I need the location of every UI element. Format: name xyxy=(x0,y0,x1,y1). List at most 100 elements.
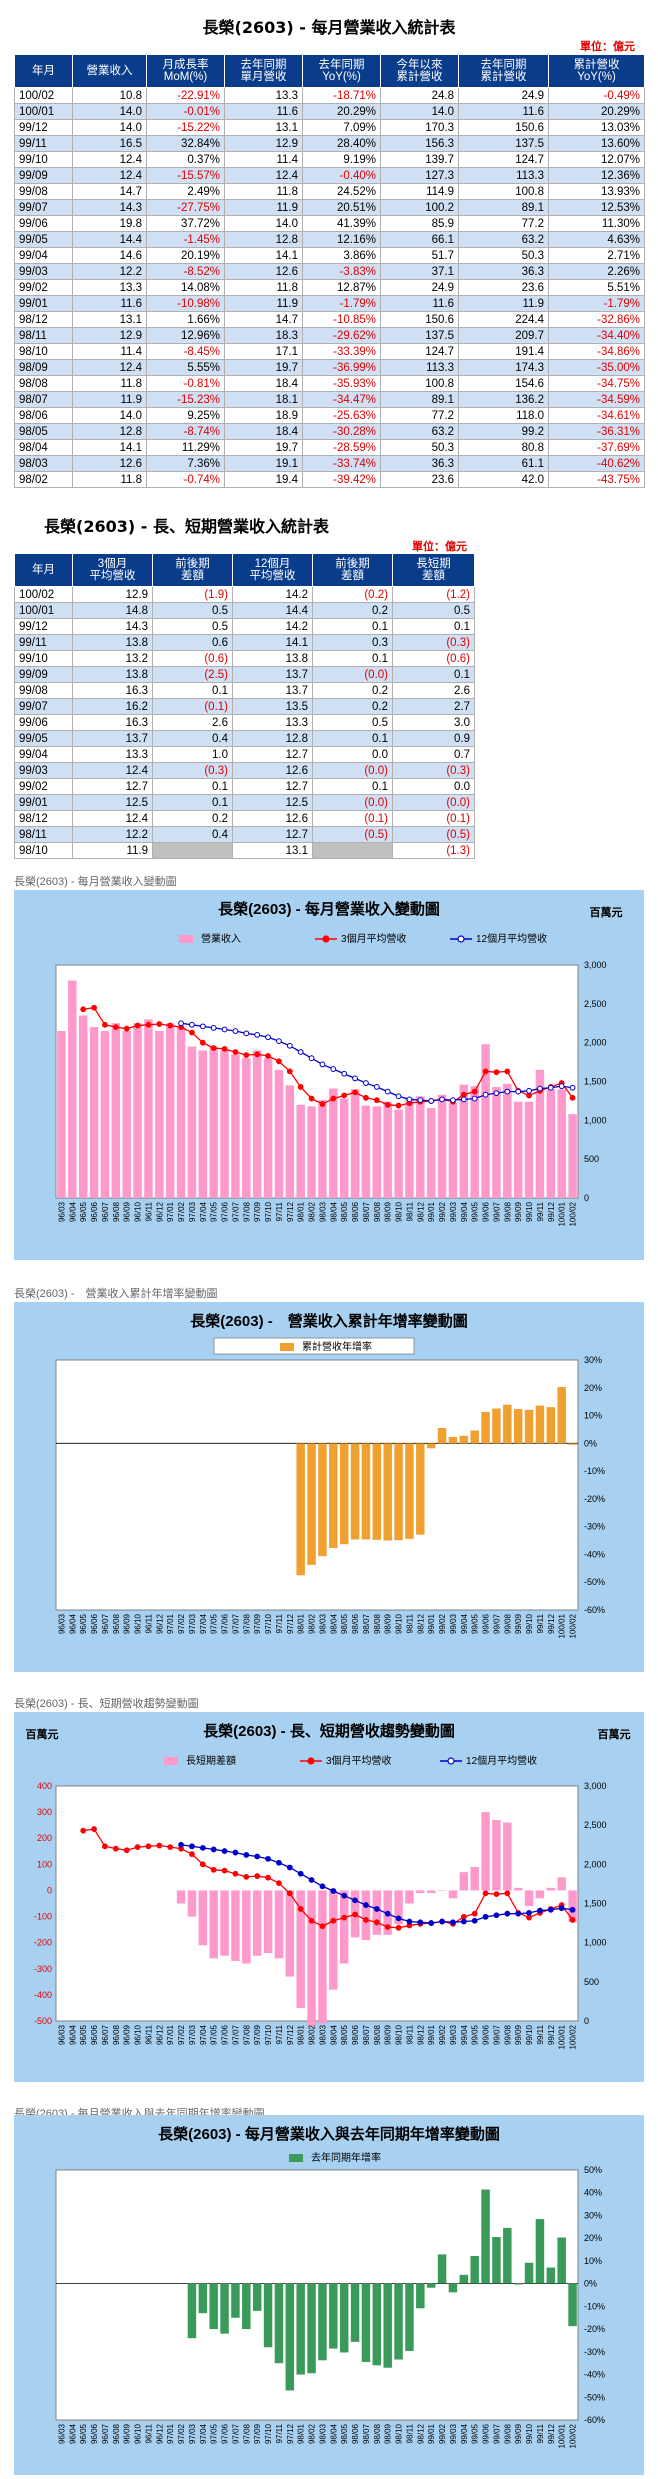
table-cell: 23.6 xyxy=(380,471,459,488)
series-point xyxy=(254,1032,261,1038)
table-cell: 89.1 xyxy=(458,199,549,216)
x-tick-label: 98/02 xyxy=(308,2024,317,2045)
table-cell: 16.2 xyxy=(72,698,153,715)
x-tick-label: 99/01 xyxy=(427,1201,436,1222)
table-cell: 14.2 xyxy=(232,586,313,603)
x-tick-label: 97/06 xyxy=(221,1201,230,1222)
x-tick-label: 98/01 xyxy=(297,1613,306,1634)
yoy-bar xyxy=(568,1443,577,1445)
x-tick-label: 98/06 xyxy=(351,2024,360,2045)
y-tick-label: -20% xyxy=(584,2324,605,2334)
table-cell: (0.0) xyxy=(312,794,393,811)
yoy-bar xyxy=(437,1428,447,1444)
series-point xyxy=(406,1096,413,1103)
legend-swatch xyxy=(164,1757,178,1765)
table-cell: 7.09% xyxy=(302,119,381,136)
table-cell: 99/02 xyxy=(14,778,73,795)
y-tick-label-right: 0 xyxy=(584,2016,589,2026)
x-tick-label: 96/11 xyxy=(144,1201,153,1221)
series-point xyxy=(330,1917,337,1924)
yoy-bar xyxy=(503,2227,512,2284)
x-tick-label: 96/08 xyxy=(112,2423,121,2444)
yoy-bar xyxy=(535,2219,545,2284)
x-tick-label: 97/04 xyxy=(199,2024,208,2045)
series-line xyxy=(83,1007,574,1107)
table-cell: 13.1 xyxy=(224,119,303,136)
table-cell: 100.8 xyxy=(458,183,549,200)
table-cell: 11.30% xyxy=(548,215,645,232)
table-cell: 66.1 xyxy=(380,231,459,248)
series-point xyxy=(493,1891,500,1898)
x-tick-label: 100/02 xyxy=(569,1613,578,1638)
table-cell: (0.0) xyxy=(312,666,393,683)
y-tick-label: 0% xyxy=(584,1438,597,1448)
table-cell: (0.6) xyxy=(392,650,475,667)
table-row: 99/12 14.3 0.5 14.2 0.1 0.1 xyxy=(14,618,475,635)
series-point xyxy=(123,1025,130,1032)
y-tick-label-right: 500 xyxy=(584,1977,599,1987)
table-cell: 11.29% xyxy=(146,439,225,456)
table-cell: 12.4 xyxy=(72,810,153,827)
table-cell: 11.9 xyxy=(458,295,549,312)
series-point xyxy=(482,1068,489,1075)
revenue-bar xyxy=(383,1101,392,1198)
x-tick-label: 98/02 xyxy=(308,1201,317,1222)
table-cell: (0.2) xyxy=(312,586,393,603)
table-cell: 150.6 xyxy=(458,119,549,136)
series-point xyxy=(243,1052,250,1058)
table-row: 98/09 12.4 5.55% 19.7 -36.99% 113.3 174.3 -35.0… xyxy=(14,359,645,376)
yoy-bar xyxy=(568,2283,577,2327)
x-tick-label: 97/05 xyxy=(210,1201,219,1222)
x-tick-label: 97/09 xyxy=(253,1613,262,1634)
series-point xyxy=(276,1058,282,1065)
x-tick-label: 98/04 xyxy=(329,1613,338,1634)
table-cell: 16.3 xyxy=(72,682,153,699)
series-point xyxy=(232,1849,239,1856)
yoy-bar xyxy=(307,1443,316,1565)
yoy-bar xyxy=(285,2283,295,2391)
x-tick-label: 99/11 xyxy=(536,2024,545,2044)
series-point xyxy=(210,1045,217,1052)
table-cell: 37.72% xyxy=(146,215,225,232)
yoy-bar xyxy=(383,2283,392,2368)
series-point xyxy=(395,1093,402,1100)
monthly-revenue-table: 年月 營業收入 月成長率 MoM(%) 去年同期 單月營收 去年同期 YoY(%) 今年以… xyxy=(14,54,645,488)
x-tick-label: 96/05 xyxy=(79,1201,88,1222)
diff-bar xyxy=(274,1890,284,1959)
x-tick-label: 97/02 xyxy=(177,2024,186,2045)
table-cell: -34.75% xyxy=(548,375,645,392)
series-point xyxy=(265,1874,271,1881)
x-tick-label: 97/08 xyxy=(242,2423,251,2444)
series-point xyxy=(439,1096,445,1103)
x-tick-label: 98/10 xyxy=(395,1201,404,1222)
revenue-bar xyxy=(111,1023,121,1198)
y-tick-label-right: 1,500 xyxy=(584,1899,607,1909)
revenue-bar xyxy=(448,1103,458,1198)
series-point xyxy=(417,1919,424,1926)
series-point xyxy=(504,1890,511,1897)
table-cell: 14.0 xyxy=(72,119,147,136)
table-cell: 136.2 xyxy=(458,391,549,408)
diff-bar xyxy=(405,1890,414,1904)
y-tick-label-right: 2,500 xyxy=(584,1820,607,1830)
series-point xyxy=(221,1867,228,1874)
yoy-bar xyxy=(198,2283,208,2314)
table-cell: 100/01 xyxy=(14,602,73,619)
table-cell: 12.7 xyxy=(72,778,153,795)
x-tick-label: 96/07 xyxy=(101,1613,110,1634)
y-tick-label: -50% xyxy=(584,1577,605,1587)
table-row: 100/02 12.9 (1.9) 14.2 (0.2) (1.2) xyxy=(14,586,475,603)
table-cell: 99/12 xyxy=(14,618,73,635)
table-cell: 14.7 xyxy=(224,311,303,328)
yoy-bar xyxy=(524,2262,534,2284)
table-row: 99/09 13.8 (2.5) 13.7 (0.0) 0.1 xyxy=(14,666,475,683)
series-point xyxy=(352,1089,358,1096)
x-tick-label: 98/09 xyxy=(384,2423,393,2444)
x-tick-label: 96/09 xyxy=(123,1613,132,1634)
series-point xyxy=(297,1870,304,1877)
y-tick-label-left: 300 xyxy=(37,1807,52,1817)
x-tick-label: 97/06 xyxy=(221,1613,230,1634)
table-cell: 11.8 xyxy=(72,471,147,488)
x-tick-label: 96/08 xyxy=(112,2024,121,2045)
table-cell: 18.4 xyxy=(224,375,303,392)
